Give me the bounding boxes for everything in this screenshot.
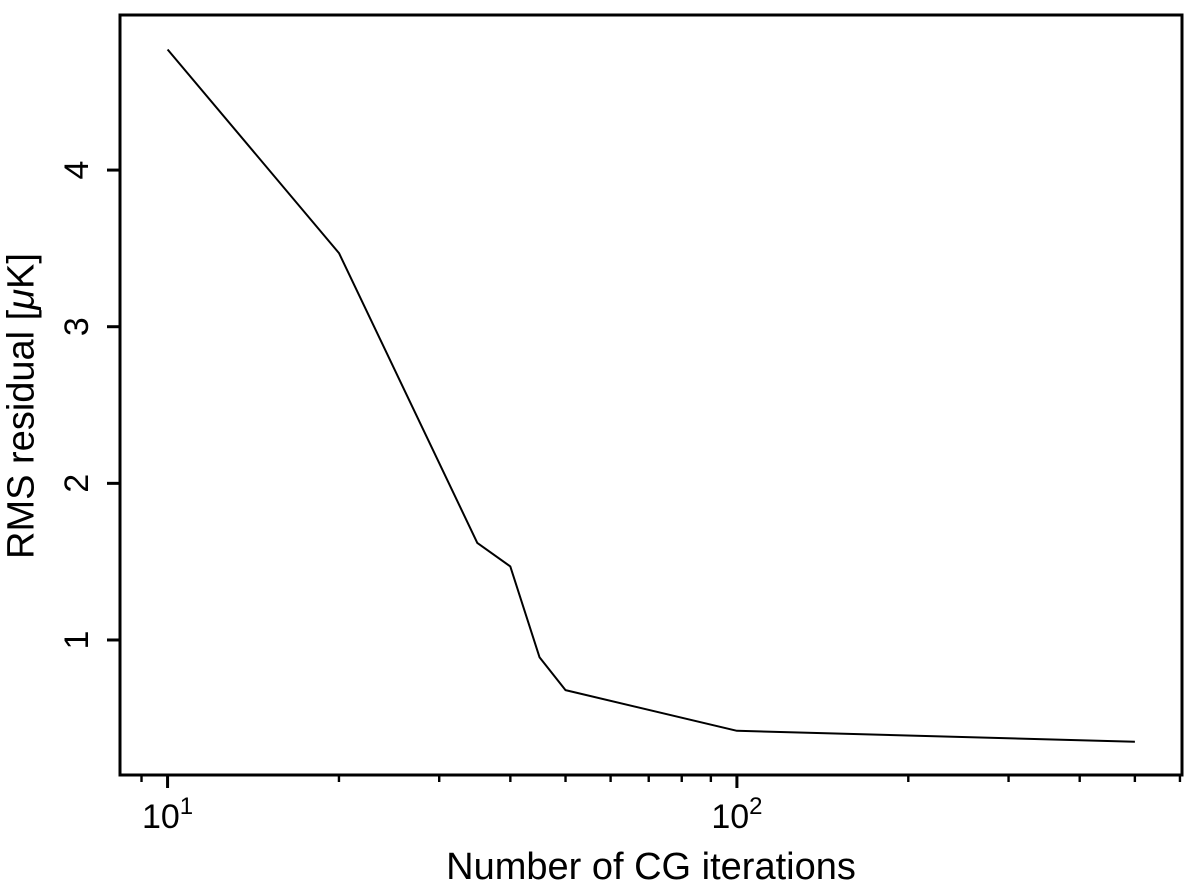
y-tick-label: 3 [58,317,96,336]
y-major-ticks: 1 2 3 4 [58,161,120,650]
y-axis-label: RMS residual [μK] [1,253,44,559]
y-axis-label-prefix: RMS residual [ [0,309,43,559]
y-tick-label: 2 [58,474,96,493]
x-axis-label: Number of CG iterations [446,846,856,888]
x-tick-label: 102 [711,793,762,836]
data-line [166,48,1135,743]
mu-symbol: μ [0,288,43,310]
y-tick-label: 4 [58,161,96,180]
x-major-ticks: 101 102 [142,775,763,836]
x-tick-label: 101 [142,793,193,836]
y-tick-label: 1 [58,631,96,650]
y-axis-label-suffix: K] [0,253,43,289]
plot-frame [118,13,1184,777]
x-minor-ticks [140,775,1182,782]
